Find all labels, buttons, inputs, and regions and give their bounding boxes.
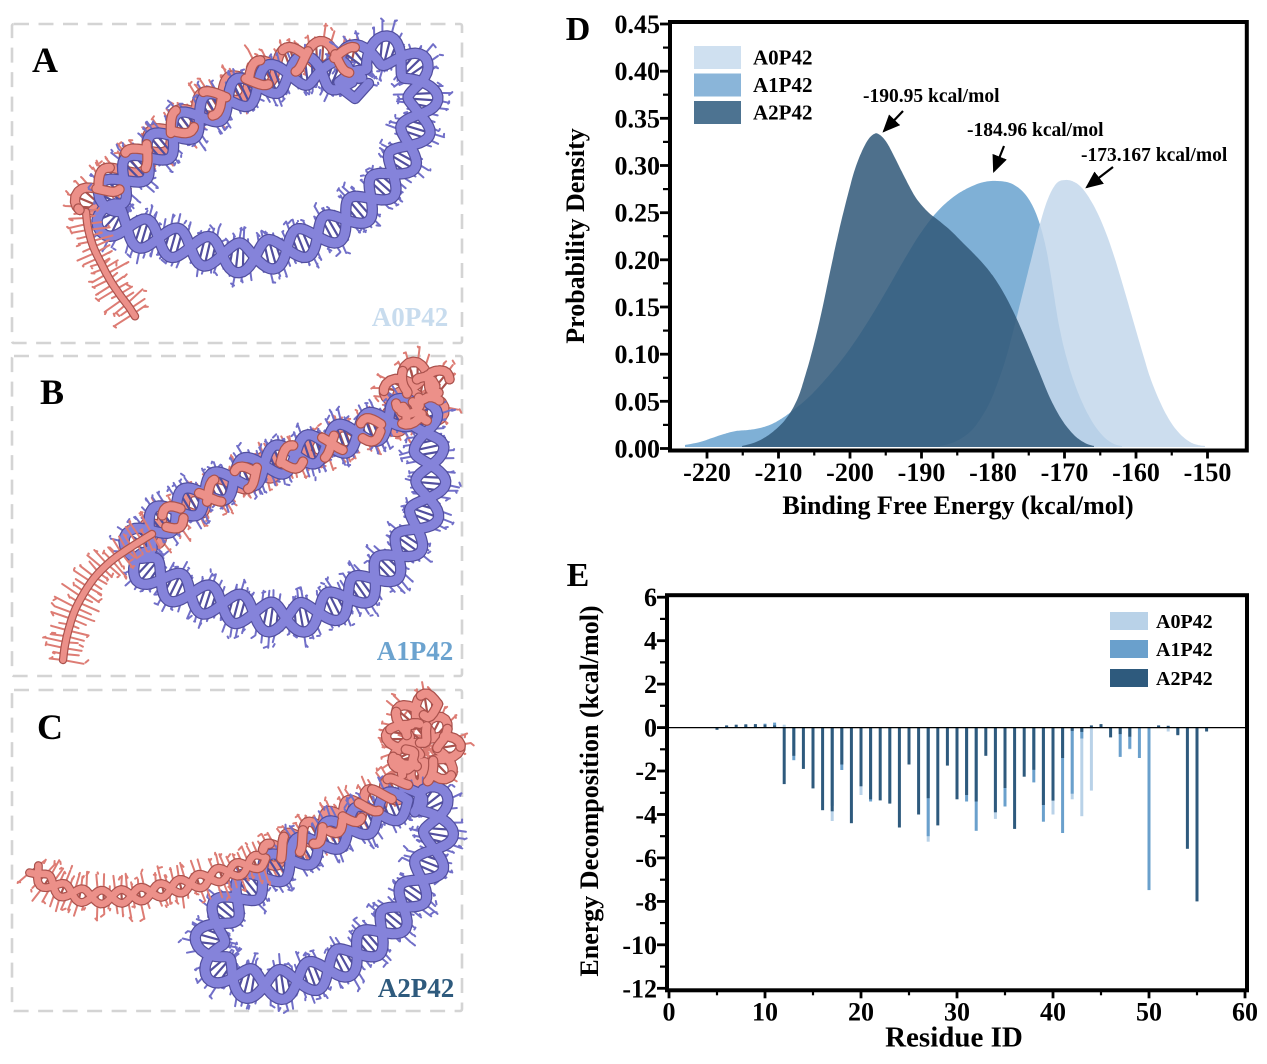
svg-text:A: A xyxy=(32,40,58,80)
svg-text:-180: -180 xyxy=(969,458,1017,487)
svg-text:2: 2 xyxy=(644,670,657,699)
svg-text:A2P42: A2P42 xyxy=(753,101,813,125)
svg-text:0.25: 0.25 xyxy=(615,199,661,228)
svg-text:0.35: 0.35 xyxy=(615,104,661,133)
svg-text:-8: -8 xyxy=(635,887,657,916)
svg-text:Energy Decomposition (kcal/mol: Energy Decomposition (kcal/mol) xyxy=(575,605,604,976)
svg-text:A0P42: A0P42 xyxy=(1156,611,1213,633)
svg-text:E: E xyxy=(567,557,590,594)
svg-text:0.00: 0.00 xyxy=(615,435,661,464)
svg-text:C: C xyxy=(37,707,63,747)
svg-text:D: D xyxy=(566,11,591,48)
svg-text:-170: -170 xyxy=(1041,458,1089,487)
svg-text:-220: -220 xyxy=(683,458,731,487)
svg-text:-12: -12 xyxy=(622,974,657,1003)
svg-text:-210: -210 xyxy=(755,458,803,487)
svg-text:0: 0 xyxy=(663,997,676,1026)
svg-text:0.20: 0.20 xyxy=(615,246,661,275)
svg-text:-4: -4 xyxy=(635,800,657,829)
svg-text:Probability Density: Probability Density xyxy=(561,128,590,343)
svg-text:A2P42: A2P42 xyxy=(378,973,455,1003)
svg-text:30: 30 xyxy=(944,997,970,1026)
svg-text:-2: -2 xyxy=(635,757,657,786)
svg-text:0: 0 xyxy=(644,714,657,743)
svg-text:A0P42: A0P42 xyxy=(372,302,449,332)
svg-text:-173.167 kcal/mol: -173.167 kcal/mol xyxy=(1081,145,1228,166)
svg-text:-184.96 kcal/mol: -184.96 kcal/mol xyxy=(967,120,1104,141)
svg-text:60: 60 xyxy=(1232,997,1258,1026)
svg-text:B: B xyxy=(40,372,64,412)
svg-text:-160: -160 xyxy=(1112,458,1160,487)
svg-text:10: 10 xyxy=(752,997,778,1026)
svg-text:-10: -10 xyxy=(622,931,657,960)
svg-text:50: 50 xyxy=(1136,997,1162,1026)
svg-text:A1P42: A1P42 xyxy=(1156,639,1213,661)
svg-text:0.10: 0.10 xyxy=(615,340,661,369)
svg-text:-150: -150 xyxy=(1184,458,1232,487)
svg-text:0.30: 0.30 xyxy=(615,152,661,181)
svg-text:A0P42: A0P42 xyxy=(753,46,813,70)
svg-text:A1P42: A1P42 xyxy=(377,636,454,666)
svg-text:Residue ID: Residue ID xyxy=(885,1022,1023,1054)
svg-text:A2P42: A2P42 xyxy=(1156,668,1213,690)
svg-text:-6: -6 xyxy=(635,844,657,873)
svg-text:-190: -190 xyxy=(898,458,946,487)
svg-text:0.05: 0.05 xyxy=(615,387,661,416)
svg-text:Binding Free Energy (kcal/mol): Binding Free Energy (kcal/mol) xyxy=(782,491,1133,520)
svg-text:0.40: 0.40 xyxy=(615,57,661,86)
svg-text:0.45: 0.45 xyxy=(615,10,661,39)
svg-text:-190.95 kcal/mol: -190.95 kcal/mol xyxy=(863,86,1000,107)
svg-text:-200: -200 xyxy=(826,458,874,487)
svg-text:40: 40 xyxy=(1040,997,1066,1026)
svg-text:0.15: 0.15 xyxy=(615,293,661,322)
svg-text:6: 6 xyxy=(644,583,657,612)
svg-text:20: 20 xyxy=(848,997,874,1026)
svg-text:A1P42: A1P42 xyxy=(753,73,813,97)
svg-text:4: 4 xyxy=(644,627,657,656)
